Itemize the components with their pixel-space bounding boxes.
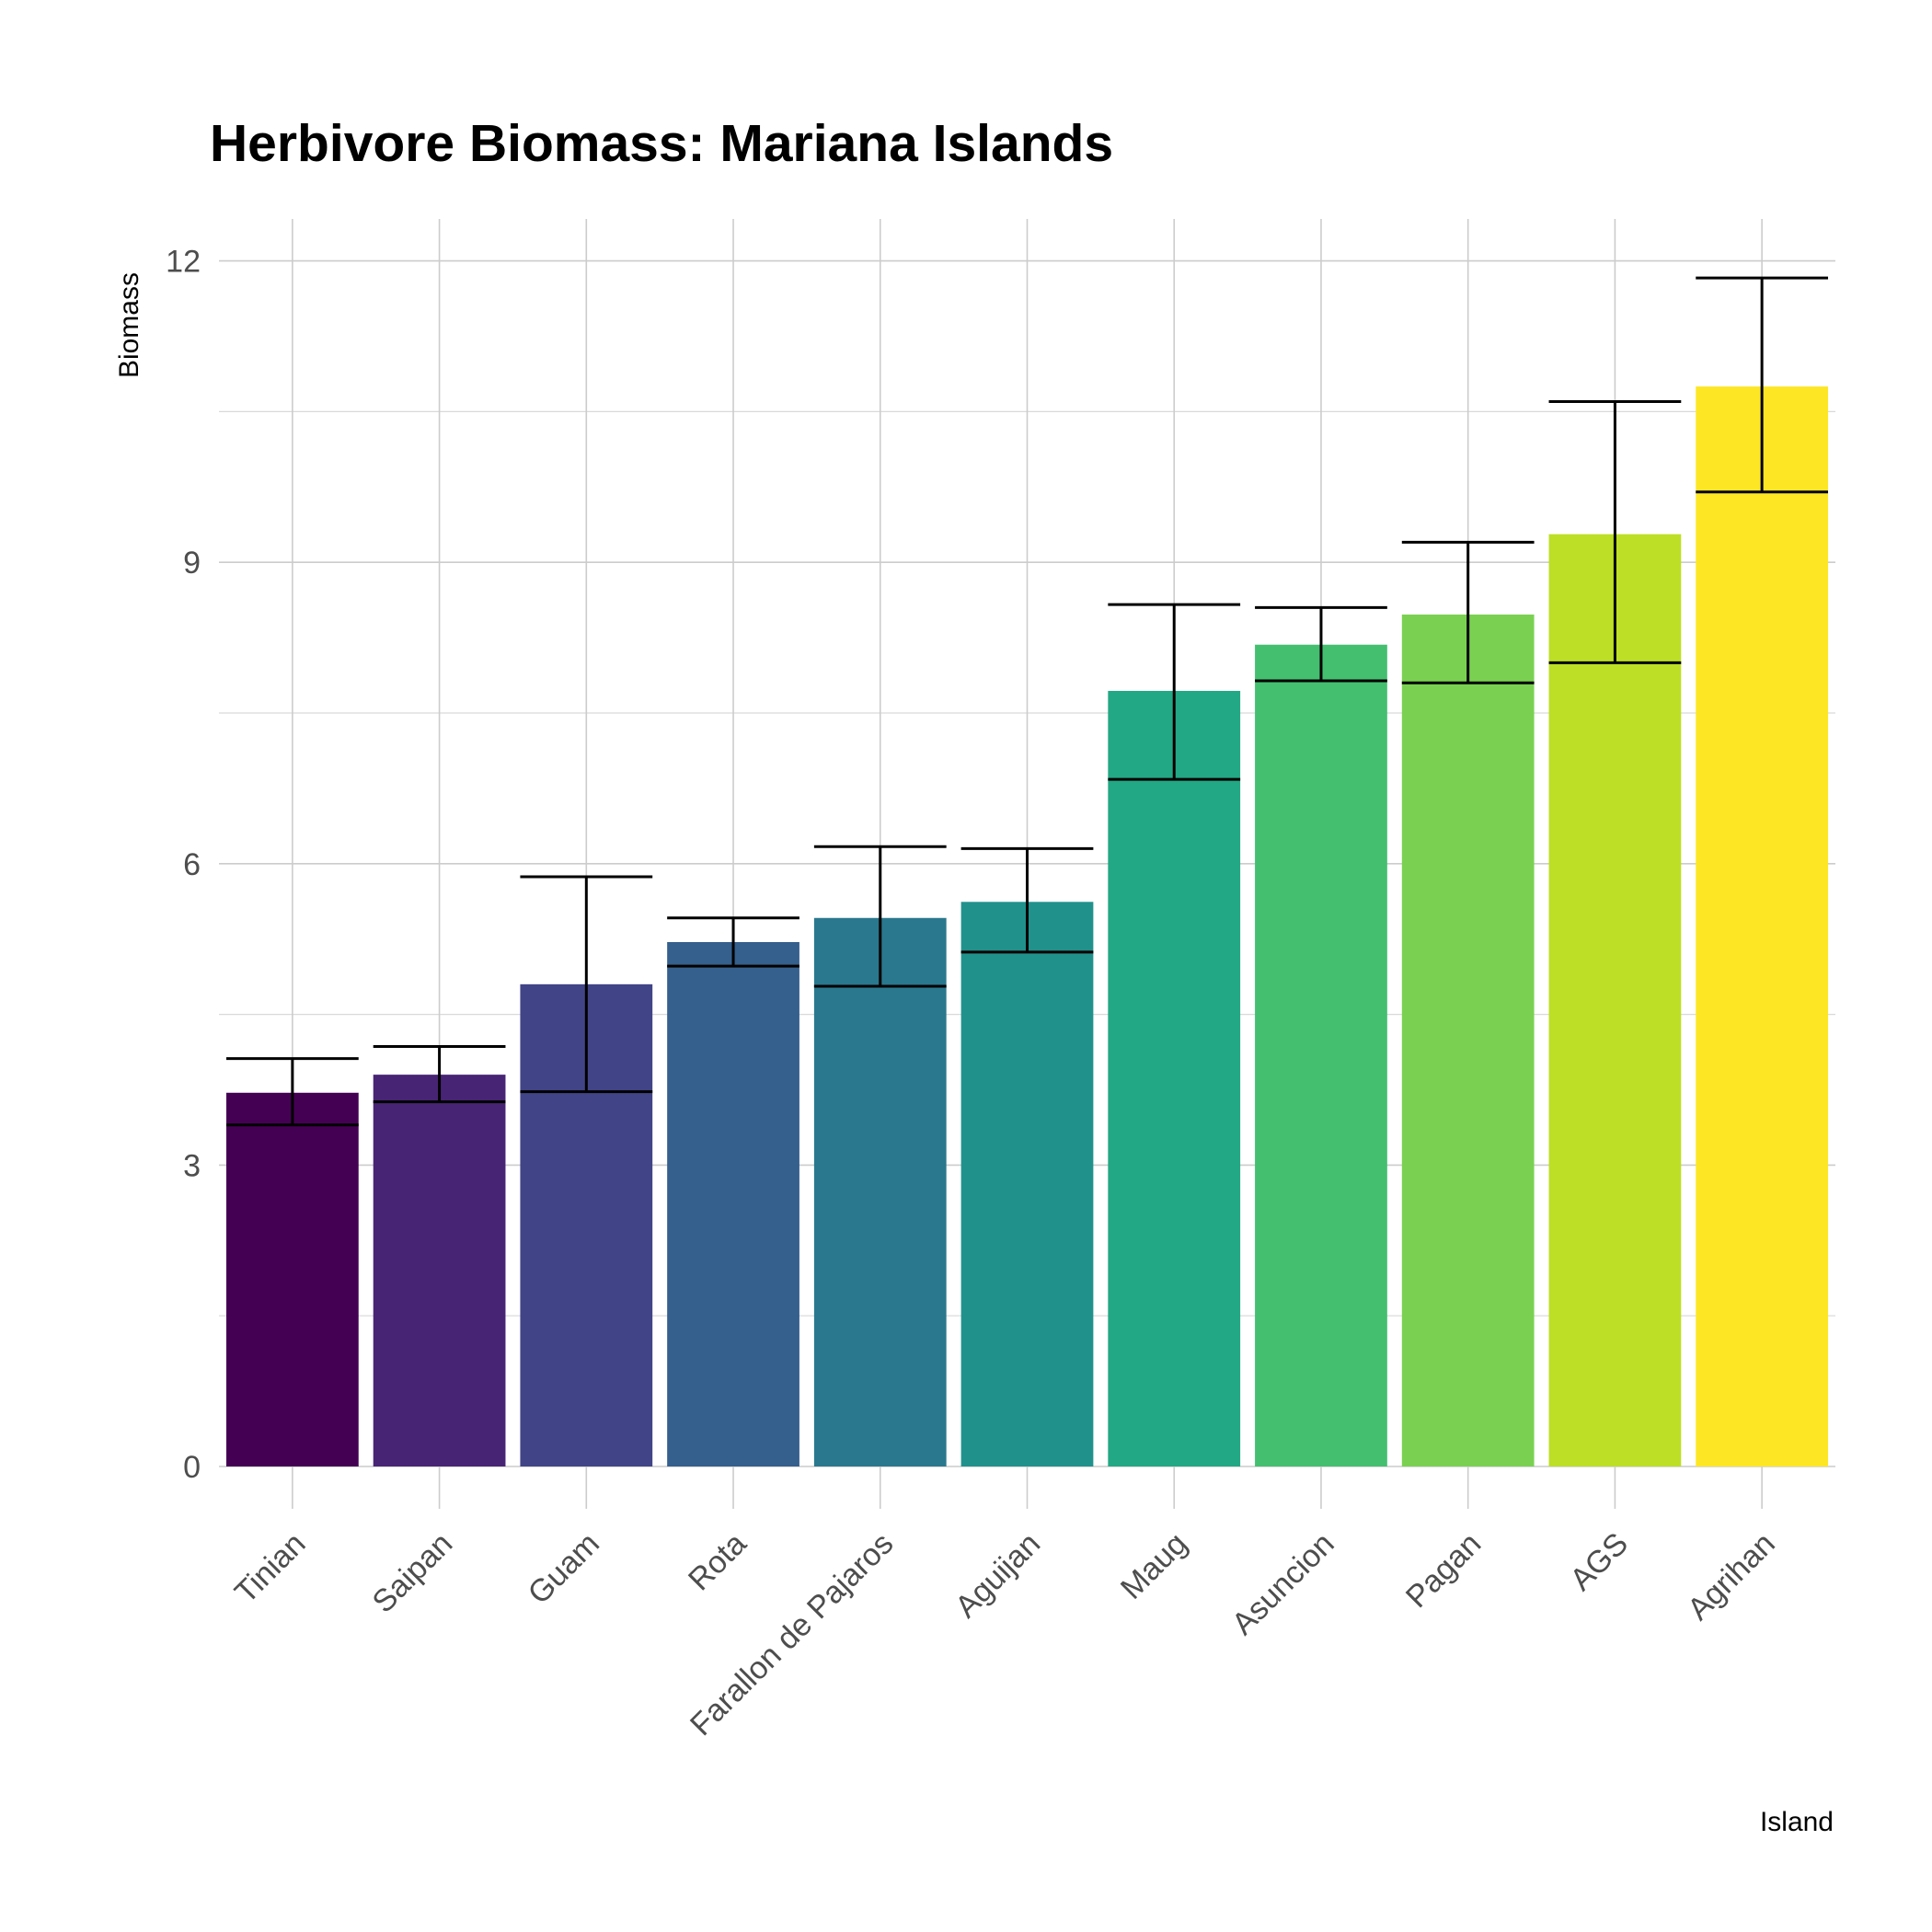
y-tick-label: 9 xyxy=(183,546,201,581)
error-bar xyxy=(1548,399,1682,664)
x-tick-label: Tinian xyxy=(228,1526,312,1610)
y-tick-label: 12 xyxy=(166,245,201,280)
bar xyxy=(1696,386,1829,1467)
y-tick-labels: 0 3 6 9 12 xyxy=(166,245,201,1485)
bar xyxy=(667,941,799,1466)
error-bars xyxy=(225,276,1829,1127)
chart-title: Herbivore Biomass: Mariana Islands xyxy=(210,114,1113,173)
x-tick-label: Asuncion xyxy=(1225,1526,1341,1642)
error-bar xyxy=(520,875,653,1094)
x-tick-label: Guam xyxy=(522,1526,606,1611)
bars xyxy=(225,386,1829,1467)
error-bar xyxy=(813,845,947,988)
error-bar xyxy=(373,1045,506,1104)
x-tick-label: Aguijan xyxy=(949,1526,1047,1625)
x-tick-label: Pagan xyxy=(1399,1526,1488,1615)
error-bar xyxy=(1255,605,1387,683)
x-tick-label: Rota xyxy=(682,1526,753,1598)
y-tick-label: 3 xyxy=(183,1148,201,1183)
x-tick-label: Agrihan xyxy=(1681,1526,1782,1627)
bar xyxy=(373,1075,506,1466)
x-tick-label: AGS xyxy=(1563,1526,1635,1598)
error-bar xyxy=(1108,603,1241,781)
error-bar xyxy=(1401,540,1535,684)
x-axis-title: Island xyxy=(1760,1807,1834,1837)
bar xyxy=(1401,614,1535,1466)
y-tick-label: 6 xyxy=(183,847,201,882)
error-bar xyxy=(667,916,799,968)
error-bar xyxy=(1696,276,1829,494)
bar xyxy=(1255,644,1387,1466)
bar xyxy=(1108,690,1241,1466)
bar xyxy=(813,917,947,1466)
x-tick-label: Maug xyxy=(1114,1526,1194,1606)
x-tick-label: Saipan xyxy=(366,1526,460,1620)
y-tick-label: 0 xyxy=(183,1450,201,1485)
bar xyxy=(1548,534,1682,1466)
error-bar xyxy=(225,1057,359,1127)
y-axis-title: Biomass xyxy=(114,272,144,378)
bar xyxy=(960,902,1094,1466)
bar xyxy=(225,1092,359,1466)
error-bar xyxy=(960,846,1094,954)
